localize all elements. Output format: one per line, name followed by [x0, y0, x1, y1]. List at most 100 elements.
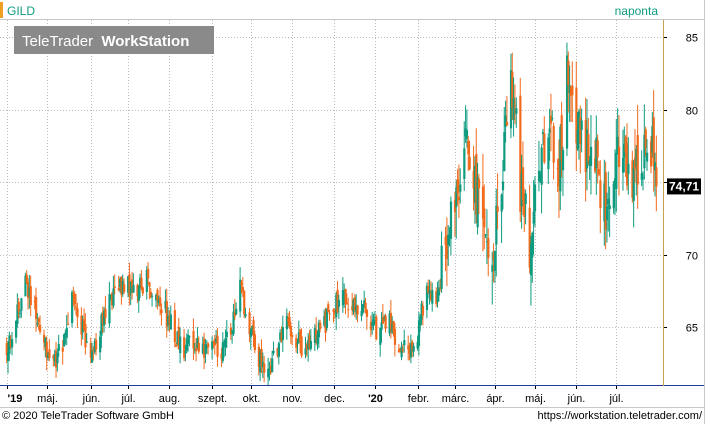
candle-body [325, 308, 329, 328]
candle-body [195, 347, 198, 352]
candle-body [605, 206, 609, 221]
candle-body [259, 351, 262, 373]
candle-body [175, 344, 178, 347]
candle-body [632, 167, 635, 201]
candle-body [467, 140, 470, 155]
candle-body [520, 173, 523, 207]
candle-body [436, 292, 439, 302]
watermark-brand: TeleTrader [22, 33, 93, 50]
candle-body [640, 173, 643, 180]
candle-body [375, 316, 378, 340]
candle-body [165, 301, 168, 327]
candle-body [503, 132, 506, 172]
candle-body [279, 332, 282, 341]
candle-body [585, 129, 589, 169]
candle-body [140, 277, 143, 289]
last-price-label: 74,71 [669, 179, 699, 193]
candle-body [531, 232, 534, 258]
candle-body [327, 304, 330, 313]
candle-body [196, 338, 199, 348]
candle-body [477, 179, 481, 189]
candle-body [400, 346, 403, 358]
candle-body [305, 344, 309, 350]
candle-body [365, 309, 369, 317]
candle-body [355, 305, 358, 313]
candle-body [556, 167, 559, 169]
candle-body [151, 295, 154, 297]
candle-body [652, 117, 655, 167]
candle-body [623, 143, 626, 158]
candle-body [132, 284, 135, 293]
candle-body [280, 332, 283, 341]
candle-body [244, 314, 247, 317]
candle-body [491, 265, 494, 272]
candle-body [131, 279, 134, 288]
candle-body [615, 152, 618, 189]
candle-body [136, 284, 139, 297]
candle-body [389, 312, 393, 330]
candle-body [560, 115, 563, 161]
candle-body [607, 198, 610, 205]
candle-body [352, 299, 355, 312]
candle-body [541, 132, 545, 135]
candle-body [92, 349, 95, 351]
candle-body [36, 323, 39, 325]
candle-body [203, 338, 206, 358]
candle-body [304, 348, 307, 355]
candle-body [185, 338, 188, 351]
candle-body [373, 317, 377, 319]
candle-body [296, 343, 299, 345]
candle-body [505, 121, 509, 126]
watermark-logo: TeleTrader WorkStation [14, 26, 214, 54]
y-tick-label: 65 [686, 323, 698, 335]
candle-body [603, 183, 606, 222]
candle-body [75, 306, 78, 308]
candle-body [76, 308, 79, 318]
candle-body [159, 297, 162, 307]
candle-body [39, 324, 42, 332]
candle-body [500, 194, 503, 212]
footer-url-link[interactable]: https://workstation.teletrader.com/ [538, 410, 703, 422]
candle-body [617, 146, 621, 167]
copyright-text: © 2020 TeleTrader Software GmbH [2, 410, 174, 422]
candle-body [431, 290, 434, 304]
candle-body [519, 95, 522, 213]
candle-body [28, 287, 31, 297]
x-tick-label: júl. [120, 393, 135, 405]
candle-body [45, 342, 48, 359]
candle-body [439, 287, 442, 289]
candle-body [183, 337, 186, 358]
symbol-label[interactable]: GILD [7, 4, 35, 18]
candle-body [337, 300, 341, 307]
candle-body [80, 315, 83, 335]
candle-body [343, 291, 346, 296]
candle-body [249, 330, 252, 338]
candle-body [129, 281, 132, 294]
candle-body [19, 312, 22, 314]
candle-body [360, 310, 363, 317]
candle-body [595, 137, 598, 169]
candle-body [27, 281, 30, 299]
candle-body [427, 285, 430, 293]
candle-body [91, 351, 94, 363]
x-tick-label: szept. [198, 393, 227, 405]
candle-body [240, 282, 243, 285]
candle-body [569, 86, 573, 96]
candle-body [353, 297, 357, 311]
candle-body [613, 178, 617, 187]
candle-body [260, 348, 263, 367]
candle-body [596, 140, 599, 158]
candle-body [537, 170, 541, 182]
candle-body [157, 299, 160, 304]
candle-body [532, 211, 535, 224]
candle-body [356, 305, 359, 315]
candle-body [81, 320, 84, 333]
candle-body [113, 286, 116, 288]
candle-body [364, 302, 367, 313]
candle-body [528, 207, 531, 268]
interval-label[interactable]: naponta [615, 4, 659, 18]
candle-body [112, 288, 115, 306]
candle-body [635, 148, 638, 167]
candle-body [487, 238, 490, 259]
